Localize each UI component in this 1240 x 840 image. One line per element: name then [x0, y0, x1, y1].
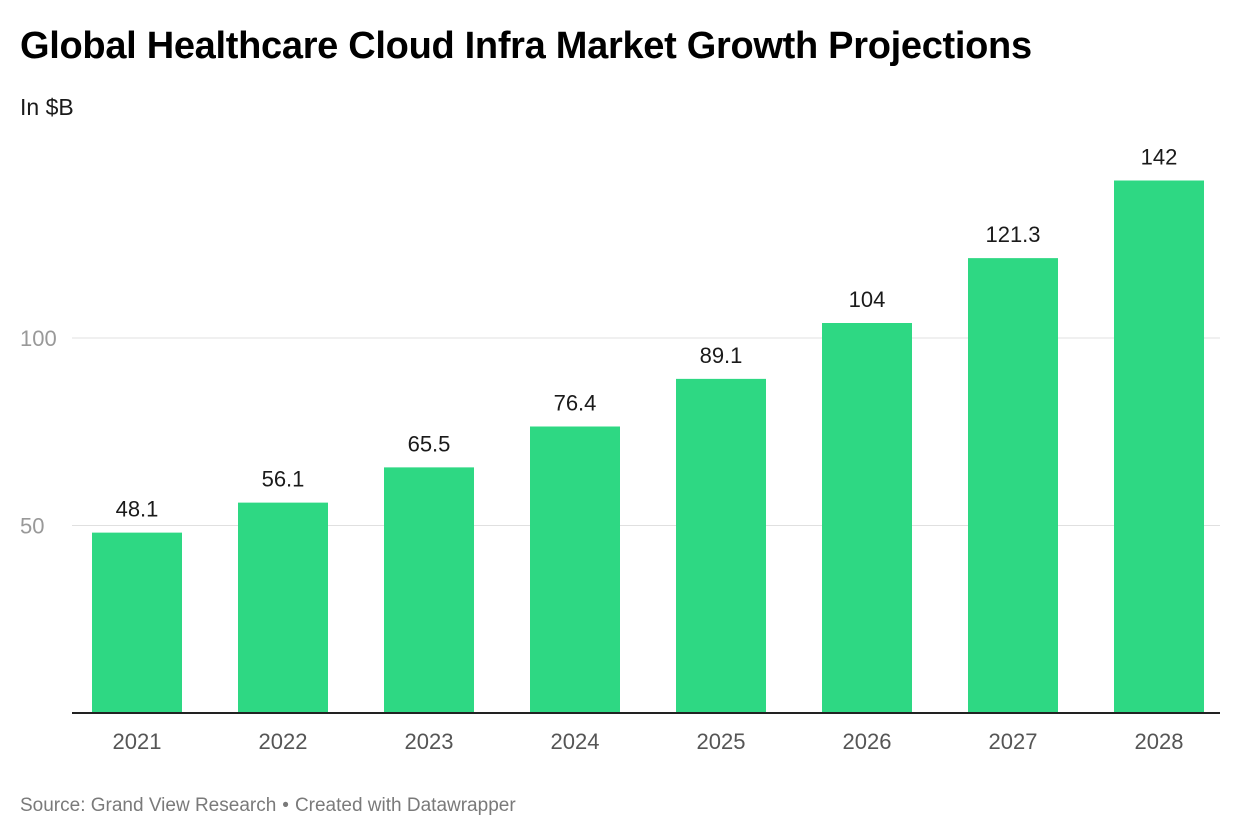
x-tick-label: 2025 [697, 729, 746, 754]
source-note: Source: Grand View Research [20, 795, 277, 816]
value-label: 89.1 [700, 343, 743, 368]
x-tick-label: 2026 [843, 729, 892, 754]
x-tick-label: 2022 [259, 729, 308, 754]
chart-title: Global Healthcare Cloud Infra Market Gro… [20, 25, 1032, 67]
bar [92, 532, 182, 713]
x-tick-label: 2021 [113, 729, 162, 754]
chart-subtitle: In $B [20, 94, 74, 120]
x-tick-label: 2023 [405, 729, 454, 754]
bar [822, 323, 912, 713]
x-tick-label: 2027 [989, 729, 1038, 754]
chart-footer: Source: Grand View Research • Created with… [20, 793, 516, 819]
bar [1114, 180, 1204, 713]
bar [238, 502, 328, 713]
value-label: 76.4 [554, 391, 597, 416]
x-tick-label: 2024 [551, 729, 600, 754]
value-label: 65.5 [408, 431, 451, 456]
value-label: 142 [1141, 145, 1178, 170]
bar [676, 378, 766, 713]
bar [530, 426, 620, 713]
y-tick-label: 100 [20, 326, 57, 351]
datawrapper-credit: Created with Datawrapper [294, 795, 516, 816]
value-label: 104 [849, 287, 886, 312]
value-label: 48.1 [116, 497, 159, 522]
bar [968, 258, 1058, 713]
value-label: 121.3 [985, 222, 1040, 247]
bar [384, 467, 474, 713]
footer-separator: • [282, 795, 289, 816]
value-label: 56.1 [262, 467, 305, 492]
x-tick-label: 2028 [1135, 729, 1184, 754]
y-tick-label: 50 [20, 514, 44, 539]
